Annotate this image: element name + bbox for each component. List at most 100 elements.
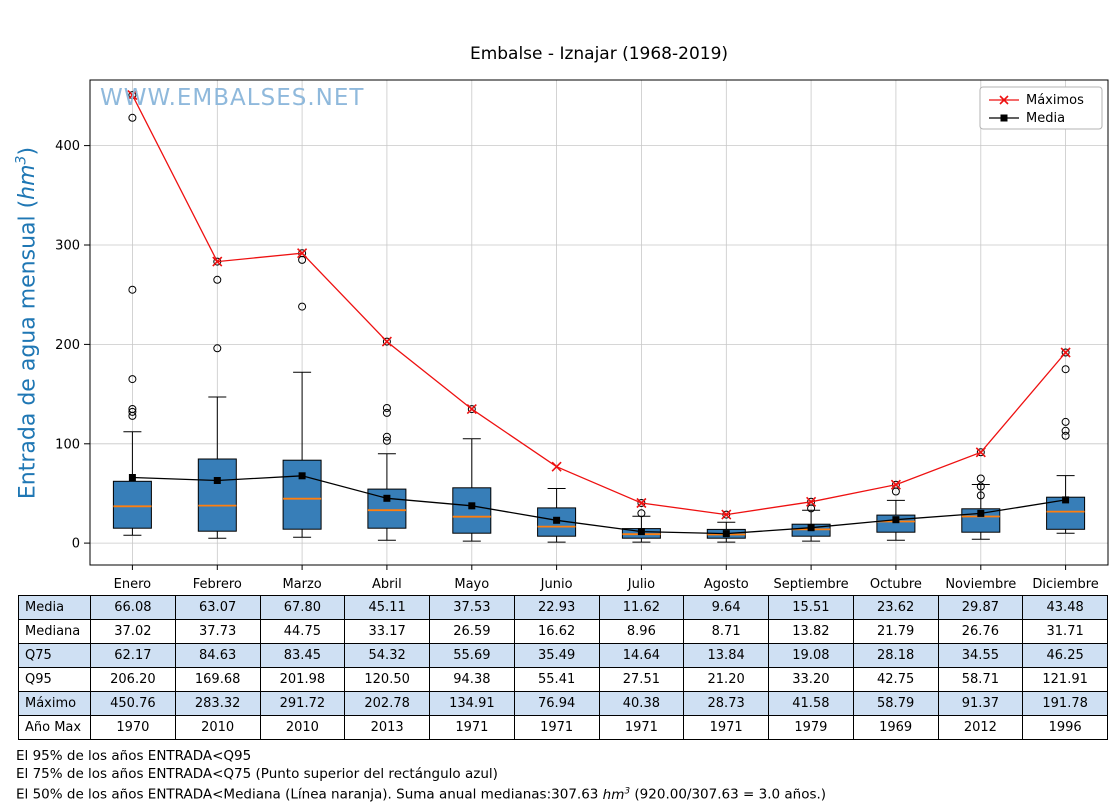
table-row: Año Max 1970 2010 2010 2013 1971 1971 1971 1971 1… (18, 715, 1108, 740)
table-cell: 66.08 (90, 595, 176, 620)
x-tick-label: Febrero (193, 577, 242, 592)
y-axis-label: Entrada de agua mensual (hm3) (14, 73, 46, 573)
x-tick-label: Abril (372, 577, 402, 592)
table-cell: 15.51 (768, 595, 854, 620)
watermark: WWW.EMBALSES.NET (100, 85, 365, 111)
table-cell: 2013 (344, 715, 430, 740)
x-tick-label: Octubre (870, 577, 922, 592)
footnote-1: El 95% de los años ENTRADA<Q95 (16, 748, 252, 764)
table-cell: 94.38 (429, 667, 515, 692)
table-cell: 2010 (174, 715, 261, 740)
x-tick-label: Diciembre (1032, 577, 1098, 592)
x-tick-label: Marzo (282, 577, 321, 592)
y-tick-label: 0 (72, 537, 80, 552)
legend-label-maximos: Máximos (1026, 93, 1084, 108)
table-cell: 9.64 (683, 595, 769, 620)
table-cell: 2010 (259, 715, 346, 740)
table-cell: 83.45 (259, 643, 346, 668)
table-row: Máximo 450.76 283.32 291.72 202.78 134.91 76.9… (18, 691, 1108, 716)
table-cell: 67.80 (259, 595, 346, 620)
table-row: Media 66.08 63.07 67.80 45.11 37.53 22.93 11.62… (18, 595, 1108, 620)
table-cell: 191.78 (1022, 691, 1108, 716)
table-cell: 28.18 (852, 643, 939, 668)
x-tick-label: Enero (114, 577, 152, 592)
footnote-3-unit-text: hm (602, 786, 625, 803)
table-cell: 45.11 (344, 595, 430, 620)
row-label: Máximo (18, 691, 91, 716)
table-cell: 1969 (852, 715, 939, 740)
table-cell: 1970 (90, 715, 176, 740)
table-cell: 26.59 (429, 619, 515, 644)
table-row: Q95 206.20 169.68 201.98 120.50 94.38 55.41 27.… (18, 667, 1108, 692)
table-cell: 58.71 (937, 667, 1024, 692)
row-label: Q95 (18, 667, 91, 692)
table-cell: 19.08 (768, 643, 854, 668)
axes: 0 100 200 300 400 Enero Febrero Marzo Abril Mayo J… (55, 79, 1109, 592)
x-tick-label: Septiembre (774, 577, 849, 592)
legend: Máximos Media (979, 86, 1103, 130)
boxplot-svg: 0 100 200 300 400 Enero Febrero Marzo Abril Mayo J… (55, 79, 1109, 592)
footnotes: El 95% de los años ENTRADA<Q95 El 75% de… (16, 748, 826, 804)
table-cell: 1971 (513, 715, 600, 740)
row-label: Mediana (18, 619, 91, 644)
legend-label-media: Media (1026, 111, 1065, 126)
table-cell: 43.48 (1022, 595, 1108, 620)
table-cell: 27.51 (598, 667, 685, 692)
table-cell: 11.62 (598, 595, 685, 620)
table-cell: 134.91 (429, 691, 515, 716)
outlier-points (128, 91, 1070, 519)
table-cell: 13.82 (768, 619, 854, 644)
table-cell: 169.68 (174, 667, 261, 692)
table-cell: 201.98 (259, 667, 346, 692)
table-cell: 8.96 (598, 619, 685, 644)
table-cell: 55.69 (429, 643, 515, 668)
table-cell: 84.63 (174, 643, 261, 668)
table-cell: 31.71 (1022, 619, 1108, 644)
table-cell: 33.20 (768, 667, 854, 692)
footnote-3: El 50% de los años ENTRADA<Mediana (Líne… (16, 783, 826, 804)
footnote-3-unit-exponent: 3 (624, 786, 631, 796)
footnote-3-unit: hm3 (602, 786, 631, 803)
table-cell: 35.49 (513, 643, 600, 668)
x-tick-label: Mayo (454, 577, 489, 592)
table-cell: 34.55 (937, 643, 1024, 668)
boxplot-chart: 0 100 200 300 400 Enero Febrero Marzo Abril Mayo J… (55, 79, 1109, 592)
table-cell: 1979 (768, 715, 854, 740)
table-cell: 76.94 (513, 691, 600, 716)
table-cell: 26.76 (937, 619, 1024, 644)
table-cell: 63.07 (174, 595, 261, 620)
table-cell: 54.32 (344, 643, 430, 668)
y-axis-label-suffix: ) (15, 146, 41, 156)
table-cell: 2012 (937, 715, 1024, 740)
x-tick-label: Julio (627, 577, 655, 592)
table-cell: 58.79 (852, 691, 939, 716)
table-cell: 44.75 (259, 619, 346, 644)
table-row: Mediana 37.02 37.73 44.75 33.17 26.59 16.62 8.9… (18, 619, 1108, 644)
table-cell: 16.62 (513, 619, 600, 644)
table-cell: 291.72 (259, 691, 346, 716)
table-cell: 23.62 (852, 595, 939, 620)
table-cell: 14.64 (598, 643, 685, 668)
table-cell: 283.32 (174, 691, 261, 716)
table-cell: 202.78 (344, 691, 430, 716)
footnote-3-text-end: (920.00/307.63 = 3.0 años.) (630, 786, 827, 803)
table-cell: 33.17 (344, 619, 430, 644)
table-cell: 121.91 (1022, 667, 1108, 692)
table-cell: 37.73 (174, 619, 261, 644)
table-cell: 62.17 (90, 643, 176, 668)
stats-table: Media 66.08 63.07 67.80 45.11 37.53 22.93 11.62… (18, 595, 1108, 740)
table-cell: 22.93 (513, 595, 600, 620)
maximos-line (127, 90, 1071, 520)
x-tick-label: Agosto (704, 577, 749, 592)
table-cell: 55.41 (513, 667, 600, 692)
x-tick-label: Junio (540, 577, 573, 592)
table-cell: 37.53 (429, 595, 515, 620)
footnote-3-text: El 50% de los años ENTRADA<Mediana (Líne… (16, 786, 603, 803)
y-tick-label: 100 (55, 437, 80, 452)
table-cell: 42.75 (852, 667, 939, 692)
table-cell: 29.87 (937, 595, 1024, 620)
table-cell: 37.02 (90, 619, 176, 644)
x-tick-label: Noviembre (945, 577, 1016, 592)
table-cell: 40.38 (598, 691, 685, 716)
